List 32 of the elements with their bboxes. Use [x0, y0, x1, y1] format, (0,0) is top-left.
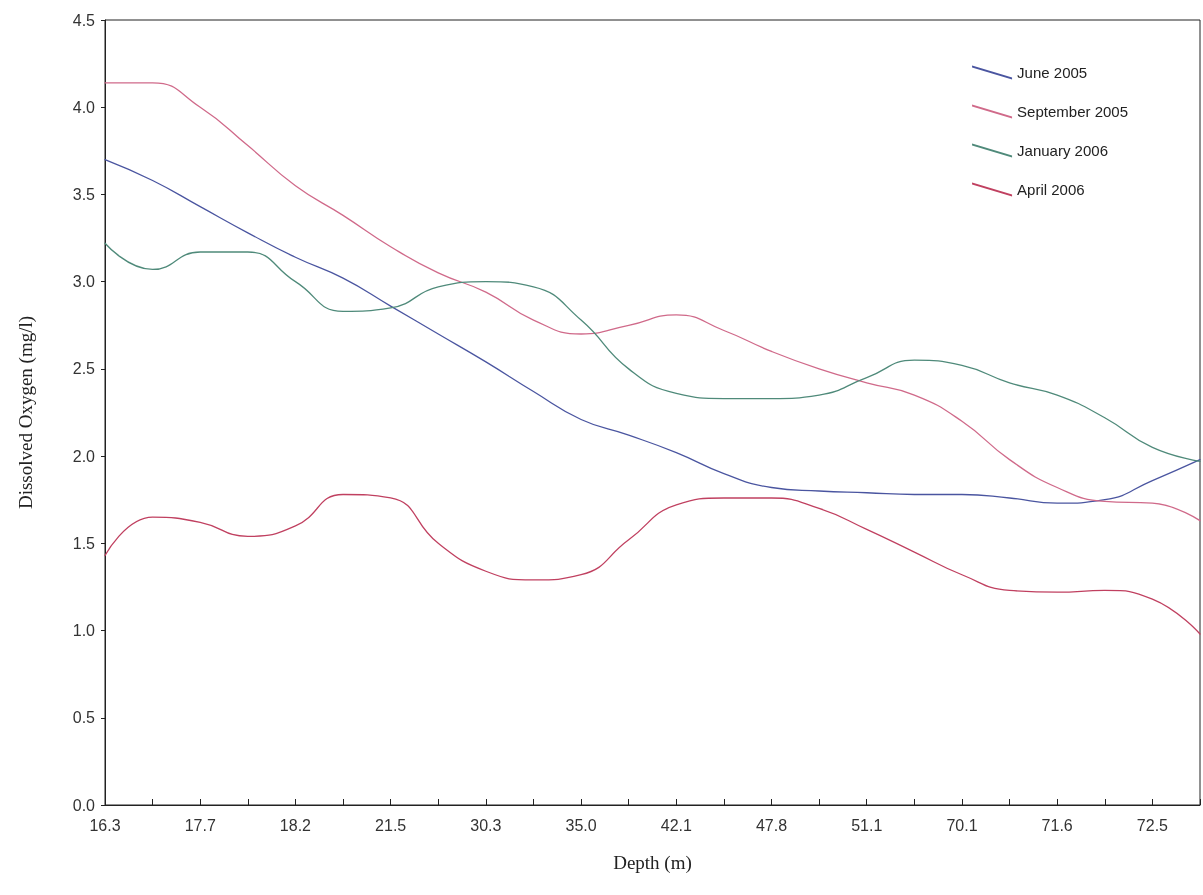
y-tick-label: 1.0	[72, 622, 96, 640]
x-tick-label: 42.1	[660, 816, 692, 834]
y-tick-label: 0.0	[72, 796, 96, 814]
legend-label: April 2006	[1017, 181, 1085, 198]
y-tick-label: 2.5	[72, 360, 96, 378]
y-axis-title: Dissolved Oxygen (mg/l)	[15, 315, 37, 510]
x-tick-label: 35.0	[565, 816, 597, 834]
line-series	[104, 82, 1201, 522]
y-tick-label: 0.5	[72, 709, 96, 727]
x-tick-label: 30.3	[470, 816, 502, 834]
x-tick-label: 47.8	[755, 816, 788, 834]
legend-label: January 2006	[1017, 142, 1108, 159]
y-tick-label: 2.0	[72, 447, 96, 465]
legend-label: September 2005	[1017, 103, 1129, 120]
x-tick-label: 70.1	[946, 816, 978, 834]
legend-label: June 2005	[1017, 64, 1088, 81]
y-tick-label: 4.0	[72, 98, 96, 116]
x-tick-label: 21.5	[375, 816, 407, 834]
line-series	[104, 242, 1201, 462]
x-tick-label: 18.2	[279, 816, 312, 834]
y-tick-label: 4.5	[72, 11, 96, 29]
line-series	[104, 493, 1201, 635]
line-series	[104, 158, 1201, 504]
x-tick-label: 17.7	[184, 816, 216, 834]
x-tick-label: 71.6	[1041, 816, 1073, 834]
y-tick-label: 3.0	[72, 273, 96, 291]
x-tick-label: 16.3	[89, 816, 121, 834]
x-tick-label: 72.5	[1136, 816, 1169, 834]
x-axis-title: Depth (m)	[613, 852, 692, 874]
y-tick-label: 1.5	[72, 534, 96, 552]
x-tick-label: 51.1	[851, 816, 883, 834]
y-tick-label: 3.5	[72, 185, 96, 203]
